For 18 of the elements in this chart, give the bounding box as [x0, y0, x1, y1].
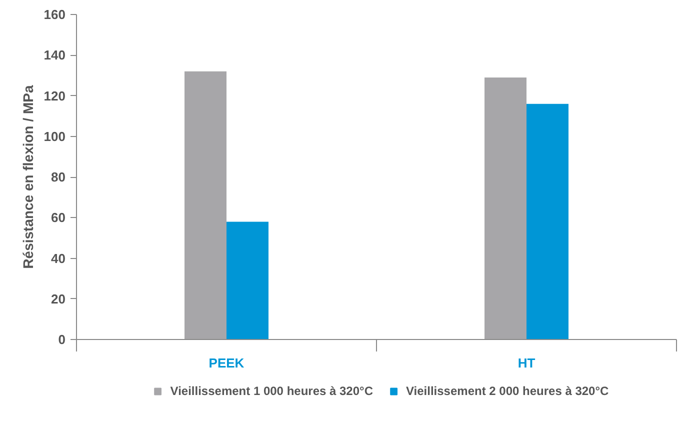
- bar: [526, 104, 568, 340]
- y-tick-label: 140: [44, 48, 66, 63]
- x-tick-label: PEEK: [208, 356, 245, 370]
- y-tick-label: 20: [51, 291, 66, 306]
- bar: [484, 77, 526, 340]
- y-tick-label: 0: [58, 332, 66, 347]
- y-tick-label: 160: [44, 7, 66, 22]
- y-axis-title: Résistance en flexion / MPa: [20, 84, 36, 269]
- y-tick-label: 80: [51, 170, 66, 184]
- bar: [226, 222, 268, 340]
- y-tick-label: 60: [51, 210, 66, 226]
- y-tick-label: 120: [44, 88, 66, 104]
- bar: [184, 71, 226, 340]
- legend-label: Vieillissement 2 000 heures à 320°C: [406, 384, 609, 398]
- legend-label: Vieillissement 1 000 heures à 320°C: [170, 384, 373, 398]
- y-tick-label: 40: [51, 250, 66, 266]
- y-tick-label: 100: [44, 128, 66, 144]
- x-tick-label: HT: [518, 356, 536, 370]
